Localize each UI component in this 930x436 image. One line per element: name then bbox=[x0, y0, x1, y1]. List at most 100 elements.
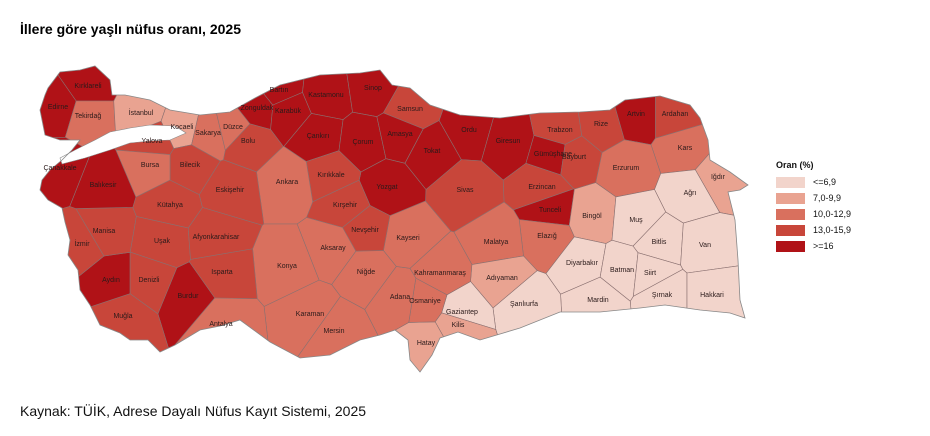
province-label-eski-ehir: Eskişehir bbox=[216, 187, 245, 194]
province-label-samsun: Samsun bbox=[397, 106, 423, 113]
province-label-burdur: Burdur bbox=[177, 293, 199, 300]
province-label-erzurum: Erzurum bbox=[613, 165, 640, 172]
map-title: İllere göre yaşlı nüfus oranı, 2025 bbox=[20, 21, 241, 37]
province-label-manisa: Manisa bbox=[93, 228, 116, 235]
legend-label: 13,0-15,9 bbox=[813, 225, 852, 235]
province-label-yozgat: Yozgat bbox=[376, 184, 397, 191]
province-label--anakkale: Çanakkale bbox=[43, 165, 76, 172]
source-note: Kaynak: TÜİK, Adrese Dayalı Nüfus Kayıt … bbox=[20, 403, 367, 419]
province-label-gaziantep: Gaziantep bbox=[446, 309, 478, 316]
legend-swatch bbox=[776, 176, 805, 188]
legend-swatch bbox=[776, 224, 805, 236]
province-label-tunceli: Tunceli bbox=[539, 207, 562, 214]
legend-item: 10,0-12,9 bbox=[776, 206, 851, 222]
province-label-i-d-r: Iğdır bbox=[711, 174, 726, 181]
legend-label: <=6,9 bbox=[813, 177, 837, 187]
province-label--ank-r-: Çankırı bbox=[307, 133, 330, 140]
province-label-yalova: Yalova bbox=[142, 138, 163, 145]
province-eski-ehir bbox=[198, 159, 265, 226]
province-label-g-m-hane: Gümüşhane bbox=[534, 151, 572, 158]
province-label-bilecik: Bilecik bbox=[180, 162, 201, 169]
province-label-antalya: Antalya bbox=[209, 321, 232, 328]
province-label-trabzon: Trabzon bbox=[547, 127, 573, 134]
province-label-mardin: Mardin bbox=[587, 297, 609, 304]
legend-swatch bbox=[776, 208, 805, 220]
province-label--rnak: Şırnak bbox=[652, 292, 673, 299]
province-label-bursa: Bursa bbox=[141, 162, 159, 169]
province-label-i-zmir: İzmir bbox=[74, 239, 90, 248]
province-label-konya: Konya bbox=[277, 263, 297, 270]
province-label-kastamonu: Kastamonu bbox=[308, 92, 344, 99]
province-label-sivas: Sivas bbox=[456, 187, 474, 194]
province-label-u-ak: Uşak bbox=[154, 238, 170, 245]
province-giresun bbox=[480, 66, 535, 181]
legend-item: 7,0-9,9 bbox=[776, 190, 851, 206]
province-label-diyarbak-r: Diyarbakır bbox=[566, 260, 599, 267]
legend-item: 13,0-15,9 bbox=[776, 222, 851, 238]
province-label-amasya: Amasya bbox=[387, 131, 412, 138]
province-label-rize: Rize bbox=[594, 121, 608, 128]
province-label-osmaniye: Osmaniye bbox=[409, 298, 441, 305]
province-sivas bbox=[425, 159, 505, 233]
province-label-kars: Kars bbox=[678, 145, 693, 152]
province-label-afyonkarahisar: Afyonkarahisar bbox=[193, 234, 240, 241]
province-edirne bbox=[40, 66, 77, 140]
province-label-k-r-ehir: Kırşehir bbox=[333, 202, 358, 209]
province-label-aksaray: Aksaray bbox=[320, 245, 346, 252]
province-label-ardahan: Ardahan bbox=[662, 111, 689, 118]
province-label-isparta: Isparta bbox=[211, 269, 233, 276]
legend-title: Oran (%) bbox=[776, 160, 814, 170]
province-label-kocaeli: Kocaeli bbox=[171, 124, 194, 131]
legend-item: >=16 bbox=[776, 238, 851, 254]
province-ardahan bbox=[655, 66, 748, 139]
province-label-denizli: Denizli bbox=[138, 277, 159, 284]
legend-swatch bbox=[776, 192, 805, 204]
province-label-nev-ehir: Nevşehir bbox=[351, 227, 379, 234]
province-label-van: Van bbox=[699, 242, 711, 249]
legend-swatch bbox=[776, 240, 805, 252]
province-label-giresun: Giresun bbox=[496, 138, 521, 145]
province-label-karab-k: Karabük bbox=[275, 108, 302, 115]
province-label-k-r-kkale: Kırıkkale bbox=[317, 172, 344, 179]
province-label-siirt: Siirt bbox=[644, 270, 656, 277]
province-label-sakarya: Sakarya bbox=[195, 130, 221, 137]
province-label-elaz-: Elazığ bbox=[537, 233, 557, 240]
province-label--anl-urfa: Şanlıurfa bbox=[510, 301, 538, 308]
province-label-ayd-n: Aydın bbox=[102, 277, 120, 284]
province-label-bitlis: Bitlis bbox=[652, 239, 667, 246]
province-label-kahramanmara-: Kahramanmaraş bbox=[414, 270, 466, 277]
legend-label: >=16 bbox=[813, 241, 834, 251]
province-label-kilis: Kilis bbox=[452, 322, 465, 329]
province-label-hakkari: Hakkari bbox=[700, 292, 724, 299]
country-outline bbox=[39, 65, 749, 373]
province-label-tokat: Tokat bbox=[424, 148, 441, 155]
province-label-malatya: Malatya bbox=[484, 239, 509, 246]
province-bart-n bbox=[192, 66, 313, 106]
province-label-edirne: Edirne bbox=[48, 104, 68, 111]
province-label-mersin: Mersin bbox=[323, 328, 344, 335]
province-hakkari bbox=[686, 244, 748, 372]
province-label-bal-kesir: Balıkesir bbox=[90, 182, 118, 189]
province-label-zonguldak: Zonguldak bbox=[241, 105, 274, 112]
province-label-d-zce: Düzce bbox=[223, 124, 243, 131]
province-label-adana: Adana bbox=[390, 294, 410, 301]
province-label-ordu: Ordu bbox=[461, 127, 477, 134]
province-label-mu-: Muş bbox=[629, 217, 643, 224]
marmara-sea bbox=[59, 124, 187, 165]
province-label-mu-la: Muğla bbox=[113, 313, 132, 320]
province-label-hatay: Hatay bbox=[417, 340, 436, 347]
legend: Oran (%) <=6,9 7,0-9,9 10,0-12,9 13,0-15,9 >… bbox=[776, 160, 851, 254]
province-label-bart-n: Bartın bbox=[270, 87, 289, 94]
legend-item: <=6,9 bbox=[776, 174, 851, 190]
province-label-kayseri: Kayseri bbox=[396, 235, 420, 242]
province-label-a-r-: Ağrı bbox=[684, 190, 697, 197]
province-label-karaman: Karaman bbox=[296, 311, 325, 318]
province-label-sinop: Sinop bbox=[364, 85, 382, 92]
province-label-ni-de: Niğde bbox=[357, 269, 375, 276]
province-label-k-tahya: Kütahya bbox=[157, 202, 183, 209]
province-kastamonu bbox=[302, 66, 353, 120]
province-kilis bbox=[434, 312, 531, 372]
province-label-erzincan: Erzincan bbox=[528, 184, 555, 191]
province-label-batman: Batman bbox=[610, 267, 634, 274]
